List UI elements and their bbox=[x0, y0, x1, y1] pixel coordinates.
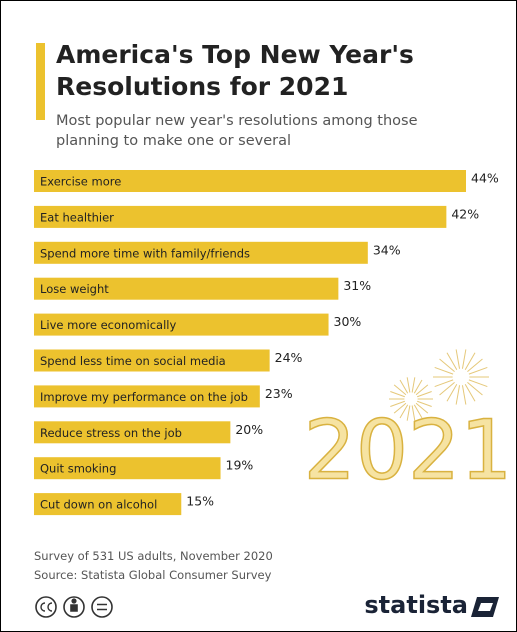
category-label: Lose weight bbox=[40, 282, 109, 296]
firework-ray bbox=[417, 391, 432, 398]
category-label: Cut down on alcohol bbox=[40, 498, 157, 512]
firework-ray bbox=[415, 402, 429, 414]
category-label: Spend more time with family/friends bbox=[40, 246, 250, 260]
icon bbox=[63, 596, 85, 618]
value-label: 20% bbox=[235, 422, 263, 437]
bar bbox=[34, 277, 339, 300]
firework-ray bbox=[406, 405, 411, 421]
value-label: 31% bbox=[343, 278, 371, 293]
note: Survey of 531 US adults, November 2020 bbox=[34, 549, 273, 563]
firework-ray bbox=[446, 384, 458, 402]
firework-ray bbox=[413, 379, 423, 394]
icon bbox=[70, 604, 78, 612]
firework-ray bbox=[417, 400, 432, 407]
firework-ray bbox=[464, 384, 476, 402]
icon bbox=[35, 596, 57, 618]
firework-ray bbox=[411, 405, 416, 421]
bar bbox=[34, 385, 260, 408]
firework-ray bbox=[393, 384, 407, 396]
firework-ray bbox=[399, 404, 409, 419]
category-label: Live more economically bbox=[40, 318, 176, 332]
bar bbox=[34, 313, 329, 336]
icon bbox=[97, 603, 107, 611]
chart-subtitle: Most popular new year's resolutions amon… bbox=[56, 113, 418, 149]
title-accent bbox=[36, 43, 45, 120]
decoration-text: 2021 bbox=[304, 403, 513, 498]
firework-ray bbox=[461, 385, 467, 405]
firework-ray bbox=[439, 382, 455, 396]
firework-ray bbox=[415, 384, 429, 396]
firework-ray bbox=[439, 358, 455, 372]
category-label: Eat healthier bbox=[40, 210, 114, 224]
value-label: 23% bbox=[265, 386, 293, 401]
logo-icon bbox=[471, 597, 499, 617]
note: Source: Statista Global Consumer Survey bbox=[34, 568, 272, 582]
firework-ray bbox=[467, 358, 483, 372]
value-label: 24% bbox=[275, 350, 303, 365]
chart-title: America's Top New Year's Resolutions for… bbox=[56, 40, 414, 101]
firework-ray bbox=[393, 402, 407, 414]
bar bbox=[34, 457, 221, 480]
category-label: Quit smoking bbox=[40, 462, 116, 476]
value-label: 19% bbox=[226, 458, 254, 473]
firework-ray bbox=[455, 385, 461, 405]
firework-ray bbox=[434, 379, 454, 388]
bar bbox=[34, 421, 231, 444]
category-label: Reduce stress on the job bbox=[40, 426, 182, 440]
firework-ray bbox=[406, 377, 411, 393]
value-label: 34% bbox=[373, 242, 401, 257]
bar bbox=[34, 493, 182, 516]
bar bbox=[34, 241, 368, 264]
firework-ray bbox=[413, 404, 423, 419]
firework-ray bbox=[455, 349, 461, 369]
bar bbox=[34, 349, 270, 372]
category-label: Spend less time on social media bbox=[40, 354, 226, 368]
icon bbox=[40, 602, 53, 612]
firework-ray bbox=[390, 391, 405, 398]
firework-ray bbox=[390, 400, 405, 407]
value-label: 44% bbox=[471, 171, 499, 186]
firework-ray bbox=[434, 366, 454, 375]
logo: statista bbox=[364, 591, 468, 619]
category-label: Improve my performance on the job bbox=[40, 390, 248, 404]
bar bbox=[34, 170, 466, 192]
fireworks bbox=[389, 349, 489, 421]
firework-ray bbox=[464, 352, 476, 370]
cc-icons bbox=[35, 596, 113, 618]
value-label: 42% bbox=[451, 206, 479, 221]
firework-ray bbox=[446, 352, 458, 370]
icon bbox=[91, 596, 113, 618]
value-label: 15% bbox=[186, 494, 214, 509]
firework-ray bbox=[467, 382, 483, 396]
firework-ray bbox=[461, 349, 467, 369]
category-label: Exercise more bbox=[40, 175, 121, 189]
icon bbox=[71, 598, 77, 604]
firework-ray bbox=[468, 379, 488, 388]
firework-ray bbox=[468, 366, 488, 375]
firework-ray bbox=[411, 377, 416, 393]
firework-ray bbox=[399, 379, 409, 394]
bar bbox=[34, 205, 447, 228]
value-label: 30% bbox=[334, 314, 362, 329]
